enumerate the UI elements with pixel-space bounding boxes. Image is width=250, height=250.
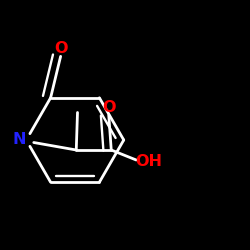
Text: OH: OH [135, 154, 162, 169]
Text: N: N [12, 132, 26, 148]
Text: O: O [102, 100, 116, 115]
Text: O: O [54, 41, 68, 56]
